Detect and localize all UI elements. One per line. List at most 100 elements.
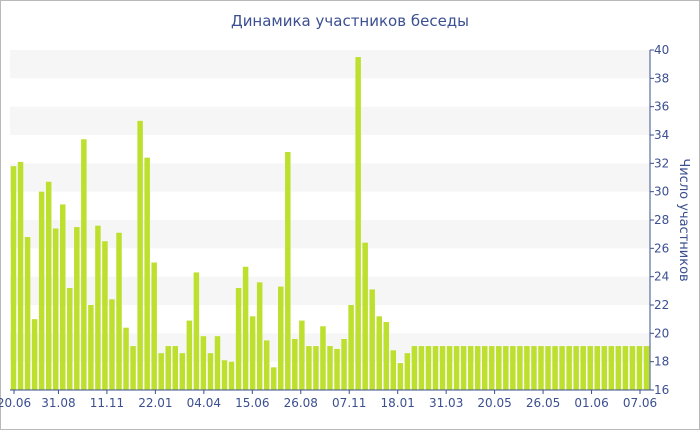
bar [390,350,397,390]
bar [503,346,509,390]
bar [643,346,650,390]
bar [109,299,115,390]
bar [566,346,572,390]
bar [524,346,530,390]
bar [489,346,495,390]
bar [102,241,108,390]
bar [580,346,586,390]
x-tick-label: 04.04 [187,396,221,410]
bar [538,346,544,390]
bar [228,361,235,390]
bar [446,346,453,390]
bar [510,346,516,390]
bar [418,346,425,390]
bar [362,242,368,390]
x-tick-label: 31.03 [429,396,463,410]
bar [52,228,59,390]
bar [587,346,593,390]
bar [474,346,481,390]
bar [249,316,256,390]
bar [397,363,404,390]
bar [158,353,164,390]
x-tick-label: 22.01 [138,396,172,410]
y-tick-label: 26 [654,241,669,255]
bar [130,346,136,390]
x-tick-label: 31.08 [41,396,75,410]
y-tick-label: 36 [654,100,669,114]
y-tick-label: 18 [654,355,669,369]
bar [144,157,150,390]
bar [425,346,432,390]
bar [242,266,249,390]
bar [235,288,242,390]
bar [496,346,502,390]
y-tick-label: 32 [654,156,669,170]
bar [327,346,333,390]
bar [193,272,200,390]
grid-band [10,106,650,135]
bar [559,346,565,390]
bar [200,336,207,390]
y-axis-label: Число участников [676,158,691,281]
bar [67,288,73,390]
bar [383,322,390,390]
bar [348,305,354,390]
x-tick-label: 20.06 [0,396,31,410]
y-tick-label: 38 [654,71,669,85]
y-tick-label: 30 [654,185,669,199]
bar [320,326,326,390]
bar [608,346,615,390]
y-tick-label: 16 [654,383,669,397]
bar [214,336,221,390]
bar [636,346,643,390]
bar [601,346,608,390]
bar [263,340,270,390]
bar [467,346,474,390]
bar [207,353,214,390]
bar [221,360,228,390]
bar [531,346,537,390]
bar [545,346,551,390]
bar [10,166,17,390]
bar [411,346,418,390]
bar [123,327,129,390]
bar [186,320,193,390]
bar [313,346,319,390]
bar [573,346,579,390]
x-tick-label: 07.06 [623,396,657,410]
x-tick-labels: 20.06 31.08 11.11 22.01 04.04 15.06 26.08 07.11… [0,396,657,410]
bar [38,191,45,390]
bar [116,232,122,390]
bar [285,152,291,390]
bar [629,346,636,390]
x-tick-label: 18.01 [381,396,415,410]
bar [88,305,94,390]
bar [615,346,622,390]
chart-title: Динамика участников беседы [230,12,470,30]
bar [95,225,101,390]
y-tick-labels: 16 18 20 22 24 26 28 30 32 34 36 38 40 [654,43,669,397]
y-tick-label: 28 [654,213,669,227]
bar [432,346,439,390]
x-tick-label: 26.08 [284,396,318,410]
bar [165,346,171,390]
bar [74,227,80,390]
bar [453,346,460,390]
x-tick-label: 11.11 [90,396,124,410]
bar-series [10,57,650,390]
bar [481,346,488,390]
x-tick-label: 20.05 [477,396,511,410]
bar [341,339,347,390]
bar [292,339,298,390]
x-tick-label: 15.06 [235,396,269,410]
bar [60,204,66,390]
grid-band [10,163,650,192]
bar [278,286,284,390]
bar [404,353,411,390]
y-tick-label: 22 [654,298,669,312]
y-tick-label: 24 [654,270,669,284]
x-tick-label: 26.05 [526,396,560,410]
bar [552,346,558,390]
bar [517,346,523,390]
